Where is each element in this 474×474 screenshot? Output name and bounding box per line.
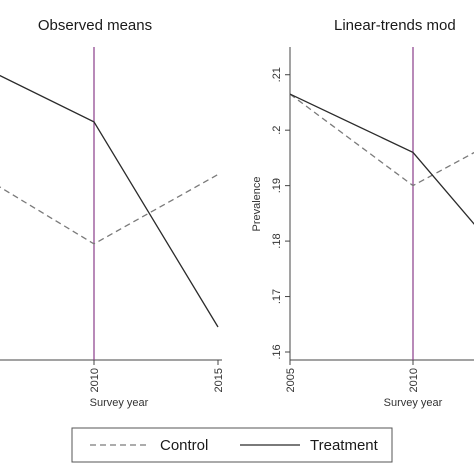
x-axis-label: Survey year [90, 397, 149, 409]
y-tick-label: .21 [271, 67, 283, 82]
plot-marks: .16 .17 .18 .19 .2 .21 2005 2010 [271, 47, 474, 392]
x-tick-label: 2010 [89, 368, 101, 392]
y-tick-label: .19 [271, 178, 283, 193]
panel-title-linear-trends: Linear-trends mod [334, 17, 456, 34]
y-tick-label: .2 [271, 126, 283, 135]
series-line-control [0, 173, 219, 245]
y-tick-label: .16 [271, 344, 283, 359]
panel-linear-trends: Linear-trends mod .16 .17 .18 .19 .2 .21 2005 2… [251, 17, 474, 409]
plot-marks: 2010 2015 [0, 47, 225, 392]
x-tick-label: 2010 [408, 368, 420, 392]
panel-title-observed-means: Observed means [38, 17, 152, 34]
y-tick-label: .17 [271, 289, 283, 304]
x-axis-label: Survey year [384, 397, 443, 409]
series-line-treatment [289, 93, 474, 225]
x-tick-label: 2005 [285, 368, 297, 392]
x-tick-label: 2015 [213, 368, 225, 392]
y-tick-label: .18 [271, 233, 283, 248]
legend-label-control: Control [160, 437, 208, 454]
series-line-treatment [0, 74, 219, 328]
legend-label-treatment: Treatment [310, 437, 379, 454]
panel-observed-means: Observed means 2010 2015 Survey year [0, 17, 225, 409]
y-axis-label: Prevalence [251, 176, 263, 231]
series-line-control [289, 93, 474, 187]
legend: Control Treatment [71, 427, 393, 463]
